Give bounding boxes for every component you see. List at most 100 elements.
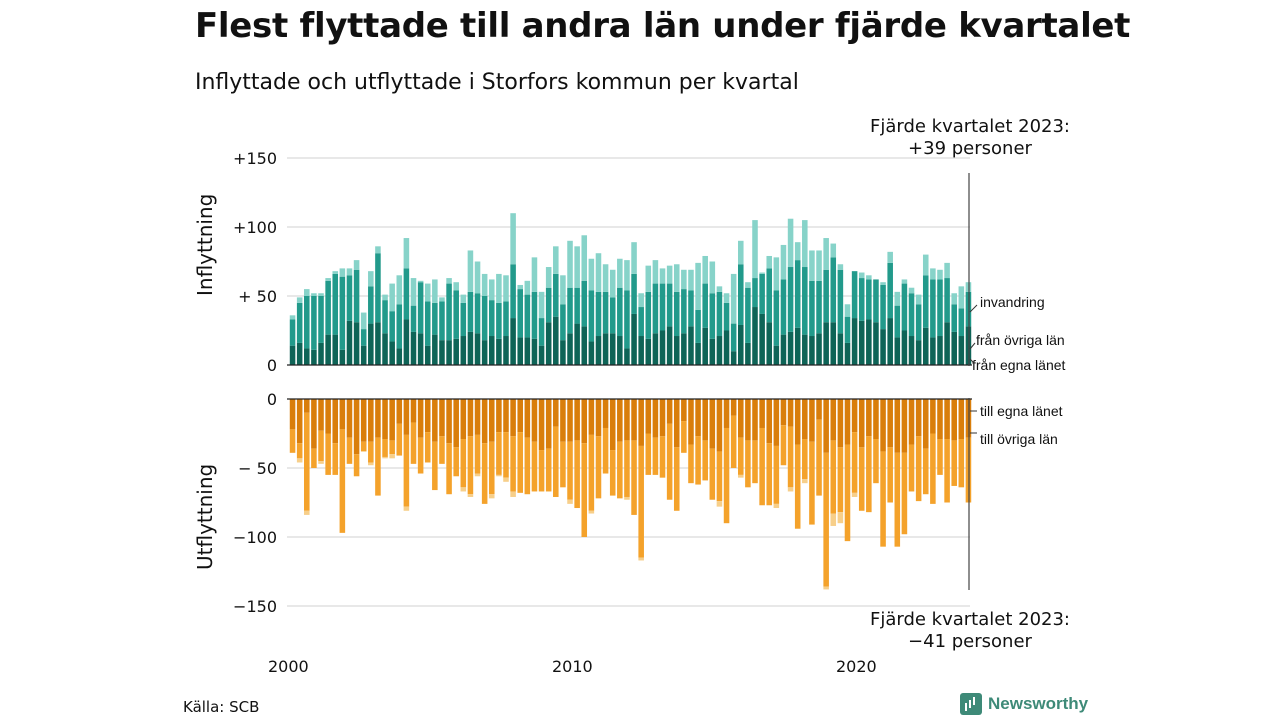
bar-in: [602, 333, 609, 365]
bar-in: [417, 333, 424, 365]
bar-out: [709, 448, 716, 500]
bar-in: [880, 282, 886, 285]
bar-in: [887, 251, 893, 263]
bar-out: [304, 399, 310, 413]
bar-in: [581, 280, 588, 327]
bar-out: [844, 399, 851, 445]
bar-in: [901, 279, 908, 284]
bar-in: [787, 331, 794, 365]
bar-out: [922, 448, 929, 495]
bar-out: [496, 432, 502, 475]
bar-in: [311, 293, 317, 296]
bar-out: [794, 399, 801, 445]
bar-in: [752, 278, 758, 308]
bar-out: [517, 399, 523, 433]
bar-in: [488, 336, 495, 365]
bar-in: [289, 345, 296, 365]
bar-out: [581, 443, 588, 537]
bar-in: [474, 333, 481, 365]
bar-out: [880, 451, 886, 547]
bar-out: [289, 429, 296, 453]
bar-in: [460, 302, 467, 337]
bar-in: [517, 337, 523, 365]
bar-in: [567, 333, 573, 365]
bar-in: [802, 220, 808, 268]
bar-out: [624, 440, 630, 497]
bar-in: [645, 265, 652, 292]
bar-in: [325, 280, 331, 335]
bar-out: [673, 399, 680, 448]
bar-in: [930, 337, 936, 365]
bar-in: [517, 289, 523, 338]
bar-in: [851, 271, 858, 319]
bar-in: [289, 315, 296, 320]
bar-in: [702, 327, 708, 365]
label-till-ovriga-lan: till övriga län: [980, 431, 1058, 447]
bar-in: [809, 280, 815, 337]
bottom-annotation-line2: −41 personer: [908, 631, 1032, 652]
bar-in: [403, 268, 410, 320]
bar-in: [908, 293, 915, 337]
bar-in: [823, 269, 829, 323]
bar-in: [510, 213, 516, 265]
bar-in: [652, 333, 659, 365]
bar-out: [745, 399, 751, 441]
bar-out: [325, 399, 331, 434]
bar-out: [567, 399, 573, 442]
bar-in: [567, 240, 573, 288]
bar-in: [730, 323, 737, 352]
bar-out: [873, 399, 879, 440]
bar-in: [304, 296, 310, 349]
bar-in: [574, 246, 580, 288]
bar-in: [311, 296, 317, 350]
bar-out: [922, 399, 929, 449]
bar-in: [866, 279, 872, 320]
bar-in: [937, 279, 943, 337]
bar-out: [410, 422, 417, 464]
bar-out: [481, 443, 488, 504]
bar-in: [794, 260, 801, 328]
bar-out: [851, 399, 858, 433]
bar-in: [410, 331, 417, 365]
bar-in: [538, 318, 545, 346]
bar-out: [488, 441, 495, 495]
bar-in: [488, 279, 495, 301]
bar-in: [595, 253, 602, 292]
bar-in: [360, 329, 367, 346]
bar-in: [560, 340, 566, 365]
bar-in: [296, 302, 303, 343]
bar-in: [332, 271, 339, 274]
bar-out: [666, 399, 673, 424]
bar-in: [467, 250, 474, 292]
bar-out: [304, 412, 310, 511]
bar-in: [922, 254, 929, 276]
bar-out: [688, 399, 694, 445]
bar-in: [396, 348, 403, 365]
bar-in: [730, 273, 737, 324]
bar-in: [531, 338, 538, 365]
bar-in: [759, 273, 765, 314]
bar-in: [780, 244, 787, 280]
bar-in: [638, 293, 644, 308]
bar-in: [595, 291, 602, 337]
bar-in: [752, 307, 758, 365]
bar-out: [901, 399, 908, 453]
bar-out: [738, 437, 744, 475]
bar-in: [837, 269, 844, 334]
bar-out: [510, 399, 516, 437]
bar-out: [958, 399, 965, 440]
bar-out: [752, 399, 758, 441]
bar-in: [375, 322, 381, 365]
bar-in: [780, 279, 787, 335]
ytick-top-100: +100: [233, 218, 277, 237]
bar-in: [844, 304, 851, 317]
bar-in: [716, 336, 723, 365]
bar-in: [574, 323, 580, 365]
bar-in: [908, 336, 915, 365]
bar-out: [915, 436, 922, 502]
bar-in: [681, 289, 687, 334]
bar-out: [930, 399, 936, 434]
bar-in: [453, 282, 459, 291]
bar-in: [631, 242, 637, 274]
bar-out: [595, 399, 602, 437]
